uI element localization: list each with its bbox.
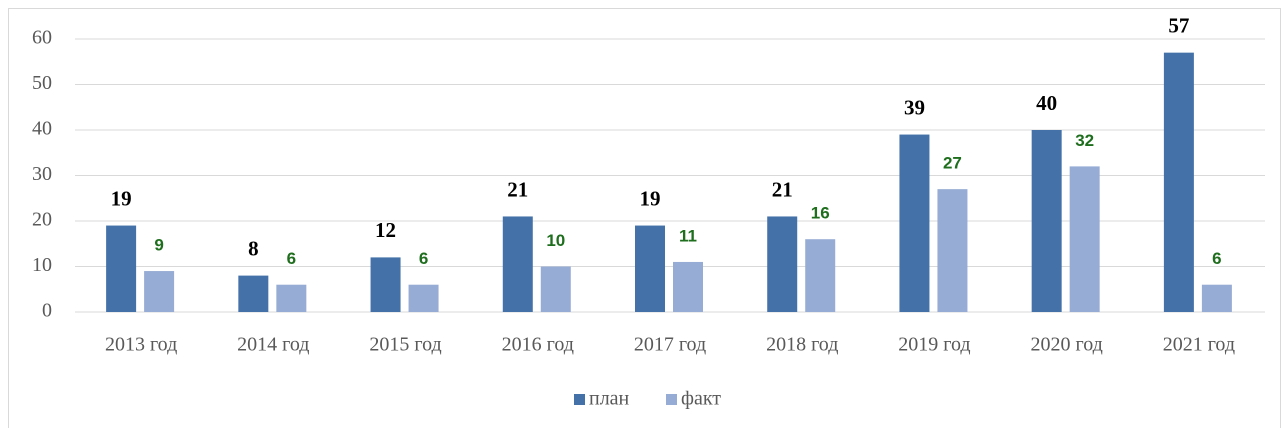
bar [502, 216, 533, 312]
bar [408, 284, 439, 312]
value-label: 10 [546, 231, 565, 250]
value-label: 57 [1168, 13, 1189, 37]
value-label: 19 [640, 186, 661, 210]
bar [1031, 130, 1062, 312]
x-tick-label: 2019 год [898, 334, 970, 356]
bar [1163, 52, 1194, 313]
x-tick-label: 2018 год [766, 334, 838, 356]
x-tick-label: 2021 год [1163, 334, 1235, 356]
x-tick-label: 2014 год [237, 334, 309, 356]
x-tick-label: 2017 год [634, 334, 706, 356]
legend-label: факт [681, 388, 721, 410]
y-tick-label: 30 [32, 163, 52, 185]
x-tick-label: 2016 год [502, 334, 574, 356]
y-tick-label: 50 [32, 72, 52, 94]
value-label: 6 [287, 249, 296, 268]
value-label: 32 [1075, 131, 1094, 150]
value-label: 21 [772, 177, 793, 201]
bar [937, 189, 968, 312]
value-label: 6 [1212, 249, 1221, 268]
value-label: 11 [679, 226, 697, 245]
bar [767, 216, 798, 312]
legend-swatch [574, 394, 585, 405]
value-label: 40 [1036, 91, 1057, 115]
y-tick-label: 20 [32, 209, 52, 231]
bar [1069, 166, 1100, 312]
bar [276, 284, 307, 312]
chart-border [8, 8, 1281, 428]
bar [805, 239, 836, 312]
bar [144, 271, 175, 312]
bar [370, 257, 401, 312]
value-label: 21 [507, 177, 528, 201]
value-label: 6 [419, 249, 428, 268]
x-tick-label: 2020 год [1031, 334, 1103, 356]
bar [673, 261, 703, 312]
y-tick-label: 40 [32, 118, 52, 140]
bar [238, 275, 269, 312]
bar [899, 134, 930, 312]
bar [106, 225, 137, 312]
y-tick-label: 10 [32, 254, 52, 276]
y-tick-label: 60 [32, 27, 52, 49]
bar [540, 266, 571, 312]
value-label: 16 [811, 204, 830, 223]
value-label: 27 [943, 154, 962, 173]
value-label: 8 [248, 236, 259, 260]
x-tick-label: 2013 год [105, 334, 177, 356]
value-label: 39 [904, 95, 925, 119]
bar [1201, 284, 1232, 312]
bar [635, 225, 665, 312]
x-tick-label: 2015 год [369, 334, 441, 356]
value-label: 9 [154, 236, 163, 255]
value-label: 19 [111, 186, 132, 210]
legend-label: план [589, 388, 630, 410]
value-label: 12 [375, 218, 396, 242]
legend-swatch [666, 394, 677, 405]
y-tick-label: 0 [42, 300, 52, 322]
